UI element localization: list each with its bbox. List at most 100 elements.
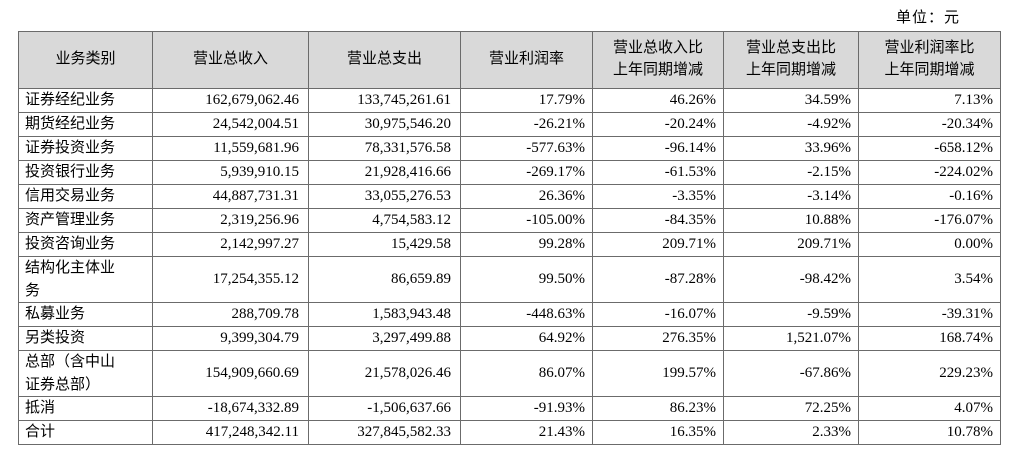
segment-name-cell: 另类投资 [18, 326, 153, 351]
value-cell: 24,542,004.51 [152, 112, 309, 137]
value-cell: -26.21% [460, 112, 593, 137]
value-cell: -9.59% [723, 302, 859, 327]
value-cell: 133,745,261.61 [308, 88, 461, 113]
value-cell: 11,559,681.96 [152, 136, 309, 161]
value-cell: 1,521.07% [723, 326, 859, 351]
table-row: 总部（含中山 证券总部） 154,909,660.69 21,578,026.46 8… [18, 350, 1001, 397]
column-header-3: 营业利润率 [460, 31, 593, 89]
segment-name-cell: 信用交易业务 [18, 184, 153, 209]
value-cell: 33.96% [723, 136, 859, 161]
table-row: 抵消 -18,674,332.89 -1,506,637.66 -91.93% 86.2… [18, 396, 1001, 421]
table-row: 证券经纪业务 162,679,062.46 133,745,261.61 17.79%… [18, 88, 1001, 113]
column-header-5: 营业总支出比 上年同期增减 [723, 31, 859, 89]
value-cell: -4.92% [723, 112, 859, 137]
value-cell: 168.74% [858, 326, 1001, 351]
value-cell: 288,709.78 [152, 302, 309, 327]
column-header-2: 营业总支出 [308, 31, 461, 89]
value-cell: 3,297,499.88 [308, 326, 461, 351]
value-cell: 209.71% [723, 232, 859, 257]
value-cell: 4.07% [858, 396, 1001, 421]
value-cell: 16.35% [592, 420, 724, 445]
value-cell: -176.07% [858, 208, 1001, 233]
value-cell: 199.57% [592, 350, 724, 397]
table-row: 投资银行业务 5,939,910.15 21,928,416.66 -269.17% -… [18, 160, 1001, 185]
value-cell: -269.17% [460, 160, 593, 185]
business-segments-table: 业务类别 营业总收入 营业总支出 营业利润率 营业总收入比 上年同期增减 营业总支出比 上… [18, 31, 1001, 445]
value-cell: 1,583,943.48 [308, 302, 461, 327]
value-cell: -0.16% [858, 184, 1001, 209]
value-cell: 0.00% [858, 232, 1001, 257]
value-cell: -16.07% [592, 302, 724, 327]
unit-label: 单位：元 [895, 10, 960, 26]
value-cell: -39.31% [858, 302, 1001, 327]
segment-name-cell: 证券投资业务 [18, 136, 153, 161]
value-cell: -18,674,332.89 [152, 396, 309, 421]
table-row: 结构化主体业 务 17,254,355.12 86,659.89 99.50% -87.… [18, 256, 1001, 303]
value-cell: -1,506,637.66 [308, 396, 461, 421]
value-cell: -448.63% [460, 302, 593, 327]
value-cell: 162,679,062.46 [152, 88, 309, 113]
value-cell: -20.24% [592, 112, 724, 137]
value-cell: 276.35% [592, 326, 724, 351]
value-cell: 2.33% [723, 420, 859, 445]
value-cell: 86.07% [460, 350, 593, 397]
value-cell: 17.79% [460, 88, 593, 113]
value-cell: 15,429.58 [308, 232, 461, 257]
value-cell: 5,939,910.15 [152, 160, 309, 185]
value-cell: 9,399,304.79 [152, 326, 309, 351]
segment-name-cell: 私募业务 [18, 302, 153, 327]
table-body: 证券经纪业务 162,679,062.46 133,745,261.61 17.79%… [18, 88, 1001, 445]
segment-name-cell: 总部（含中山 证券总部） [18, 350, 153, 397]
value-cell: 229.23% [858, 350, 1001, 397]
value-cell: 46.26% [592, 88, 724, 113]
value-cell: 17,254,355.12 [152, 256, 309, 303]
value-cell: -2.15% [723, 160, 859, 185]
segment-name-cell: 合计 [18, 420, 153, 445]
value-cell: 26.36% [460, 184, 593, 209]
value-cell: 21,928,416.66 [308, 160, 461, 185]
table-row: 私募业务 288,709.78 1,583,943.48 -448.63% -16.07… [18, 302, 1001, 327]
segment-name-cell: 资产管理业务 [18, 208, 153, 233]
value-cell: 78,331,576.58 [308, 136, 461, 161]
value-cell: 417,248,342.11 [152, 420, 309, 445]
value-cell: 99.50% [460, 256, 593, 303]
value-cell: 4,754,583.12 [308, 208, 461, 233]
value-cell: 64.92% [460, 326, 593, 351]
table-row: 合计 417,248,342.11 327,845,582.33 21.43% 16.3… [18, 420, 1001, 445]
value-cell: 44,887,731.31 [152, 184, 309, 209]
value-cell: -20.34% [858, 112, 1001, 137]
value-cell: -658.12% [858, 136, 1001, 161]
value-cell: 2,142,997.27 [152, 232, 309, 257]
column-header-6: 营业利润率比 上年同期增减 [858, 31, 1001, 89]
value-cell: -98.42% [723, 256, 859, 303]
value-cell: 154,909,660.69 [152, 350, 309, 397]
value-cell: -224.02% [858, 160, 1001, 185]
value-cell: 33,055,276.53 [308, 184, 461, 209]
value-cell: 86.23% [592, 396, 724, 421]
table-row: 证券投资业务 11,559,681.96 78,331,576.58 -577.63%… [18, 136, 1001, 161]
column-header-0: 业务类别 [18, 31, 153, 89]
value-cell: 21.43% [460, 420, 593, 445]
value-cell: 72.25% [723, 396, 859, 421]
segment-name-cell: 投资咨询业务 [18, 232, 153, 257]
segment-name-cell: 投资银行业务 [18, 160, 153, 185]
value-cell: 327,845,582.33 [308, 420, 461, 445]
value-cell: 2,319,256.96 [152, 208, 309, 233]
value-cell: 99.28% [460, 232, 593, 257]
value-cell: -3.35% [592, 184, 724, 209]
table-header: 业务类别 营业总收入 营业总支出 营业利润率 营业总收入比 上年同期增减 营业总支出比 上… [18, 31, 1001, 89]
value-cell: 86,659.89 [308, 256, 461, 303]
value-cell: -84.35% [592, 208, 724, 233]
value-cell: -67.86% [723, 350, 859, 397]
table-row: 期货经纪业务 24,542,004.51 30,975,546.20 -26.21% -… [18, 112, 1001, 137]
column-header-1: 营业总收入 [152, 31, 309, 89]
value-cell: 30,975,546.20 [308, 112, 461, 137]
table-row: 信用交易业务 44,887,731.31 33,055,276.53 26.36% -3… [18, 184, 1001, 209]
segment-name-cell: 抵消 [18, 396, 153, 421]
value-cell: -105.00% [460, 208, 593, 233]
value-cell: -3.14% [723, 184, 859, 209]
table-row: 资产管理业务 2,319,256.96 4,754,583.12 -105.00% -8… [18, 208, 1001, 233]
header-row: 业务类别 营业总收入 营业总支出 营业利润率 营业总收入比 上年同期增减 营业总支出比 上… [18, 31, 1001, 89]
value-cell: 10.88% [723, 208, 859, 233]
value-cell: -87.28% [592, 256, 724, 303]
